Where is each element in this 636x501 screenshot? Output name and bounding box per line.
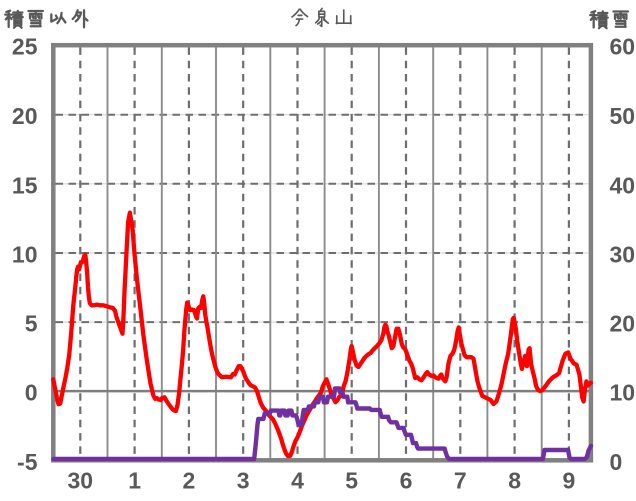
svg-text:4: 4 <box>291 468 304 494</box>
svg-text:20: 20 <box>610 311 636 337</box>
svg-text:15: 15 <box>12 172 38 198</box>
svg-text:0: 0 <box>25 380 38 406</box>
svg-text:40: 40 <box>610 172 636 198</box>
svg-text:30: 30 <box>610 242 636 268</box>
svg-text:10: 10 <box>610 380 636 406</box>
svg-text:25: 25 <box>12 34 38 60</box>
svg-text:5: 5 <box>25 311 38 337</box>
svg-text:30: 30 <box>68 468 94 494</box>
svg-text:9: 9 <box>563 468 576 494</box>
svg-text:20: 20 <box>12 103 38 129</box>
svg-text:7: 7 <box>454 468 467 494</box>
svg-text:50: 50 <box>610 103 636 129</box>
svg-text:2: 2 <box>183 468 196 494</box>
svg-text:6: 6 <box>400 468 413 494</box>
svg-text:5: 5 <box>345 468 358 494</box>
svg-text:10: 10 <box>12 242 38 268</box>
svg-text:3: 3 <box>237 468 250 494</box>
svg-text:0: 0 <box>610 449 623 475</box>
svg-text:8: 8 <box>508 468 521 494</box>
svg-text:-5: -5 <box>17 449 38 475</box>
svg-text:60: 60 <box>610 34 636 60</box>
svg-text:1: 1 <box>128 468 141 494</box>
